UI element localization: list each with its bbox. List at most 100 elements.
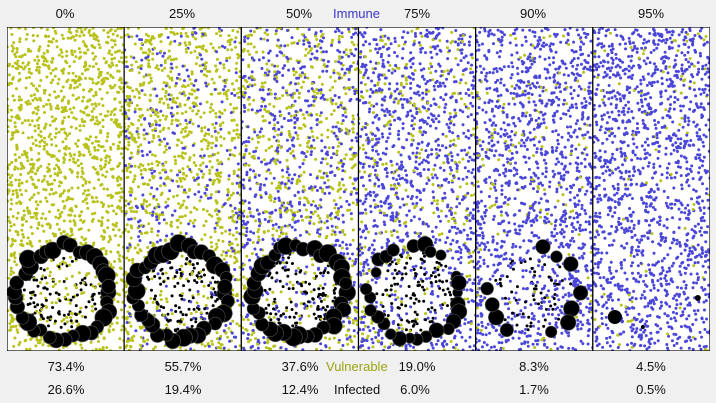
agent-dot (210, 245, 214, 249)
agent-dot (430, 152, 433, 156)
agent-dot (120, 51, 124, 55)
agent-dot (91, 165, 95, 169)
agent-dot (236, 136, 240, 139)
agent-dot (232, 129, 236, 133)
agent-dot (101, 173, 105, 177)
agent-dot (417, 142, 421, 146)
agent-dot (84, 51, 88, 55)
agent-dot (43, 91, 46, 95)
agent-dot (140, 58, 144, 62)
agent-dot (341, 213, 345, 217)
agent-dot (207, 284, 211, 287)
agent-dot (209, 235, 213, 239)
agent-dot (250, 78, 254, 82)
agent-dot (220, 231, 224, 235)
agent-dot (246, 333, 250, 336)
agent-dot (289, 300, 293, 304)
agent-dot (382, 309, 386, 313)
agent-dot (29, 175, 33, 179)
agent-dot (157, 205, 161, 209)
agent-dot (126, 103, 130, 107)
agent-dot (266, 92, 270, 96)
agent-dot (50, 137, 53, 141)
agent-dot (147, 62, 151, 66)
agent-dot (68, 86, 72, 90)
agent-dot (169, 70, 173, 74)
agent-dot (243, 87, 247, 91)
agent-dot (169, 308, 173, 312)
agent-dot (260, 81, 264, 85)
agent-dot (13, 153, 17, 157)
agent-dot (263, 210, 267, 214)
agent-dot (13, 165, 17, 169)
agent-dot (291, 149, 295, 153)
agent-dot (204, 194, 208, 197)
agent-dot (130, 133, 134, 137)
agent-dot (341, 220, 345, 224)
agent-dot (245, 215, 249, 219)
agent-dot (164, 200, 168, 204)
agent-dot (110, 38, 114, 42)
agent-dot (99, 164, 102, 168)
agent-dot (38, 84, 41, 88)
agent-dot (345, 199, 349, 203)
agent-dot (438, 148, 442, 152)
agent-dot (450, 30, 454, 34)
agent-dot (189, 300, 193, 304)
agent-dot (457, 177, 461, 181)
agent-dot (92, 57, 96, 61)
panel-3 (240, 27, 360, 351)
agent-dot (214, 64, 218, 68)
agent-dot (36, 203, 40, 207)
agent-dot (220, 253, 224, 257)
agent-dot (32, 162, 36, 166)
agent-dot (298, 200, 302, 204)
agent-dot (343, 111, 347, 114)
agent-dot (233, 154, 237, 158)
agent-dot (418, 62, 422, 66)
agent-dot (189, 170, 193, 174)
agent-dot (162, 218, 166, 222)
agent-dot (254, 337, 258, 341)
agent-dot (65, 134, 69, 138)
agent-dot (213, 290, 217, 294)
agent-dot (105, 210, 109, 213)
agent-dot (333, 206, 337, 210)
agent-dot (159, 176, 163, 180)
agent-dot (316, 228, 320, 232)
agent-dot (248, 102, 252, 106)
agent-dot (279, 215, 283, 219)
agent-dot (151, 128, 155, 132)
agent-dot (241, 183, 245, 187)
agent-dot (184, 31, 188, 35)
agent-dot (333, 79, 337, 83)
agent-dot (230, 182, 234, 186)
agent-dot (72, 157, 75, 161)
agent-dot (116, 206, 119, 210)
agent-dot (36, 303, 40, 307)
agent-dot (82, 65, 86, 69)
agent-dot (127, 117, 131, 121)
agent-dot (443, 339, 447, 343)
agent-dot (118, 337, 122, 341)
agent-dot (430, 230, 434, 233)
agent-dot (132, 334, 136, 338)
agent-dot (316, 214, 320, 218)
agent-dot (48, 270, 52, 274)
agent-dot (227, 131, 231, 135)
agent-dot (248, 211, 252, 214)
agent-dot (230, 92, 234, 95)
agent-dot (281, 175, 285, 179)
agent-dot (113, 29, 117, 33)
agent-dot (73, 50, 77, 53)
agent-dot (29, 296, 33, 300)
agent-dot (141, 51, 145, 55)
agent-dot (158, 100, 162, 104)
agent-dot (201, 47, 205, 51)
agent-dot (185, 122, 189, 126)
agent-dot (32, 278, 36, 282)
agent-dot (152, 36, 156, 40)
agent-dot (11, 189, 15, 193)
agent-dot (317, 287, 321, 291)
agent-dot (29, 291, 32, 295)
